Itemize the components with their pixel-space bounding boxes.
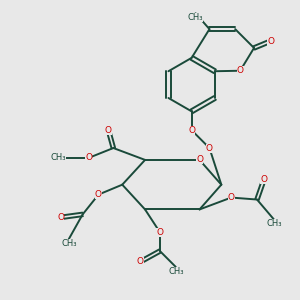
Text: O: O (206, 143, 213, 152)
Text: CH₃: CH₃ (168, 267, 184, 276)
Text: O: O (105, 126, 112, 135)
Text: O: O (188, 126, 195, 135)
Text: O: O (136, 257, 144, 266)
Text: O: O (85, 153, 92, 162)
Text: O: O (228, 193, 235, 202)
Text: CH₃: CH₃ (188, 13, 203, 22)
Text: O: O (267, 37, 274, 46)
Text: O: O (260, 175, 267, 184)
Text: O: O (156, 228, 164, 237)
Text: O: O (95, 190, 102, 199)
Text: O: O (57, 213, 64, 222)
Text: O: O (237, 66, 244, 75)
Text: O: O (196, 155, 203, 164)
Text: CH₃: CH₃ (266, 219, 282, 228)
Text: CH₃: CH₃ (50, 153, 66, 162)
Text: CH₃: CH₃ (61, 239, 76, 248)
